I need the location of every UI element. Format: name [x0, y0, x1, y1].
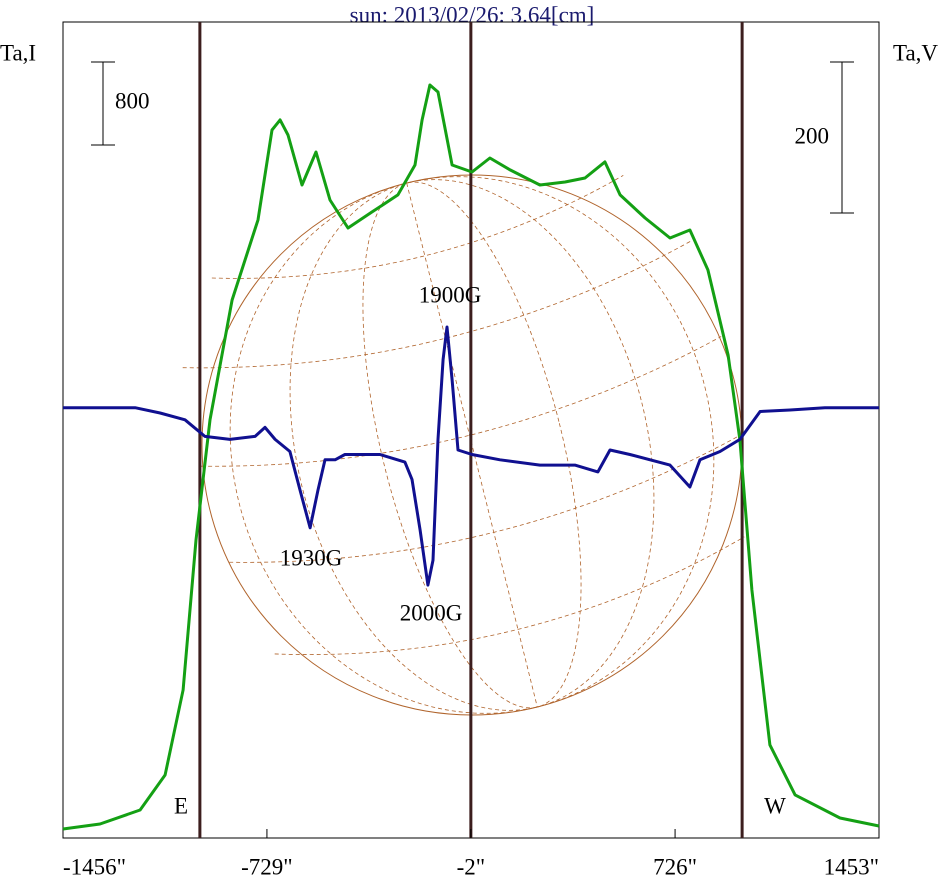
x-tick-label: 1453" — [824, 854, 879, 879]
annotation: 1930G — [280, 545, 343, 570]
scale-bar-label: 800 — [115, 88, 150, 113]
series-line — [63, 325, 879, 587]
annotation: 1900G — [419, 282, 482, 307]
parallel — [201, 336, 722, 467]
y-axis-label: Ta,I — [0, 40, 36, 65]
limb-label: W — [764, 793, 786, 818]
parallel — [274, 536, 745, 655]
x-tick-label: -2" — [457, 854, 486, 879]
series-line — [62, 83, 880, 831]
x-tick-label: -729" — [241, 854, 293, 879]
annotation: 2000G — [400, 600, 463, 625]
scale-bar-label: 200 — [795, 123, 830, 148]
y2-axis-label: Ta,V — [893, 40, 938, 65]
meridian — [362, 181, 582, 709]
parallel — [182, 240, 692, 369]
x-tick-label: 726" — [653, 854, 697, 879]
x-tick-label: -1456" — [63, 854, 126, 879]
parallel — [211, 175, 624, 279]
limb-label: E — [174, 793, 188, 818]
